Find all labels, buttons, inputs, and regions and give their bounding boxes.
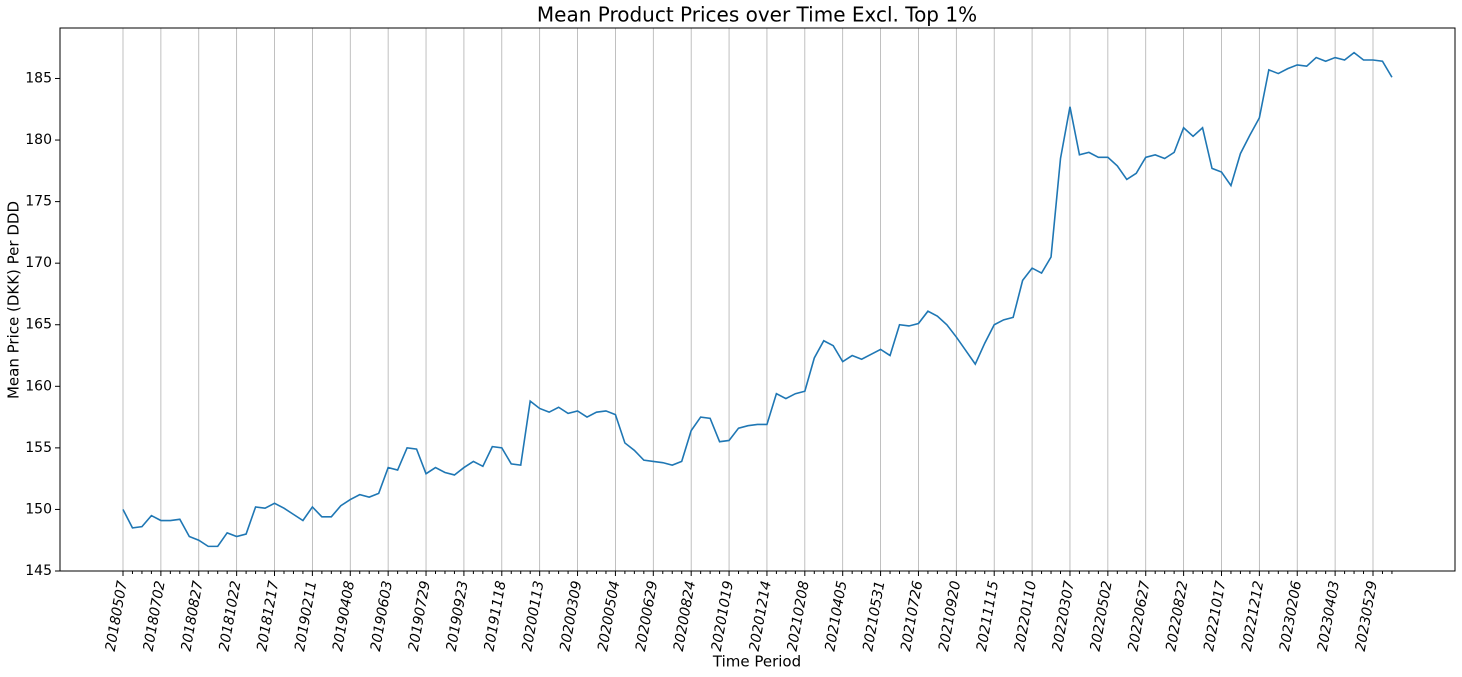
x-tick-label: 20220110 bbox=[1012, 580, 1040, 653]
x-tick-label: 20200113 bbox=[519, 580, 547, 653]
x-tick-label: 20190408 bbox=[330, 580, 358, 653]
x-tick-label: 20180507 bbox=[103, 580, 131, 653]
y-axis-label: Mean Price (DKK) Per DDD bbox=[5, 201, 23, 399]
chart-title: Mean Product Prices over Time Excl. Top … bbox=[537, 3, 977, 27]
x-tick-label: 20220627 bbox=[1125, 580, 1153, 653]
x-tick-label: 20190603 bbox=[368, 580, 396, 653]
x-tick-label: 20220502 bbox=[1088, 580, 1116, 653]
x-tick-label: 20201019 bbox=[709, 580, 737, 653]
x-tick-label: 20220822 bbox=[1163, 580, 1191, 653]
x-tick-label: 20200629 bbox=[633, 580, 661, 653]
y-tick-label: 150 bbox=[25, 501, 52, 517]
x-tick-label: 20230206 bbox=[1277, 580, 1305, 653]
y-tick-label: 175 bbox=[25, 194, 52, 210]
x-tick-label: 20221017 bbox=[1201, 580, 1229, 653]
y-tick-label: 170 bbox=[25, 255, 52, 271]
x-tick-label: 20230403 bbox=[1315, 580, 1343, 653]
x-tick-label: 20181217 bbox=[254, 580, 282, 653]
y-tick-label: 180 bbox=[25, 132, 52, 148]
x-tick-label: 20210405 bbox=[822, 580, 850, 653]
x-tick-label: 20190729 bbox=[406, 580, 434, 653]
x-tick-label: 20221212 bbox=[1239, 580, 1267, 653]
x-tick-label: 20210208 bbox=[785, 580, 813, 653]
x-tick-label: 20200309 bbox=[557, 580, 585, 653]
x-tick-label: 20201214 bbox=[747, 580, 775, 653]
x-tick-label: 20181022 bbox=[216, 580, 244, 653]
x-tick-label: 20211115 bbox=[974, 580, 1002, 653]
x-tick-label: 20180827 bbox=[179, 580, 207, 653]
x-tick-label: 20190211 bbox=[292, 580, 320, 653]
x-tick-label: 20200504 bbox=[595, 580, 623, 653]
x-tick-label: 20210726 bbox=[898, 580, 926, 653]
x-tick-label: 20210531 bbox=[860, 580, 888, 653]
x-tick-label: 20190923 bbox=[444, 580, 472, 653]
x-tick-label: 20191118 bbox=[482, 580, 510, 653]
y-tick-label: 165 bbox=[25, 317, 52, 333]
x-tick-label: 20180702 bbox=[141, 580, 169, 653]
y-tick-label: 145 bbox=[25, 563, 52, 579]
x-tick-label: 20230529 bbox=[1353, 580, 1381, 653]
y-tick-label: 155 bbox=[25, 440, 52, 456]
plot-frame bbox=[59, 27, 1456, 572]
x-axis-label: Time Period bbox=[712, 653, 801, 671]
y-tick-label: 160 bbox=[25, 378, 52, 394]
y-tick-label: 185 bbox=[25, 70, 52, 86]
x-tick-label: 20220307 bbox=[1050, 580, 1078, 653]
x-tick-label: 20200824 bbox=[671, 580, 699, 653]
x-tick-label: 20210920 bbox=[936, 580, 964, 653]
line-series bbox=[122, 51, 1393, 548]
